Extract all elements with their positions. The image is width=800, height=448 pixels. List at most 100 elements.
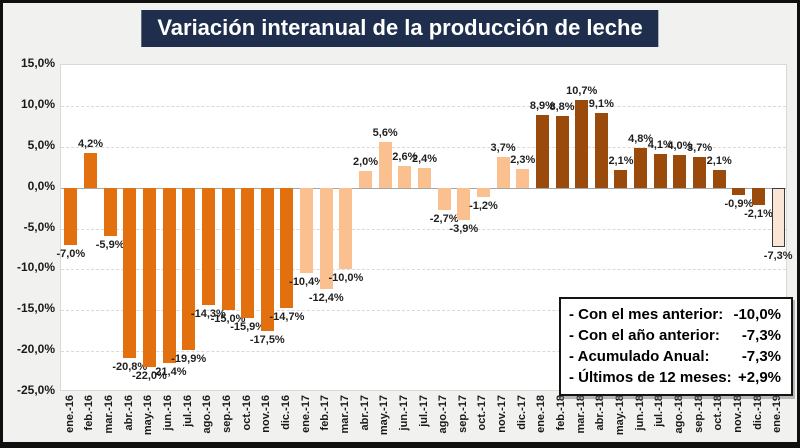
summary-row: - Últimos de 12 meses: +2,9%: [569, 367, 781, 388]
x-axis-label: sep.-16: [221, 395, 233, 433]
x-axis-label: dic.-18: [751, 395, 764, 430]
bar: [64, 187, 78, 245]
data-label: -12,4%: [308, 291, 344, 304]
x-axis-label: jun.-17: [397, 395, 410, 431]
summary-row: - Acumulado Anual: -7,3%: [569, 346, 781, 367]
x-axis-label: jun.-18: [633, 395, 646, 431]
x-axis-label: may.-16: [142, 395, 155, 436]
bar: [594, 113, 608, 188]
bar: [496, 157, 510, 188]
x-axis-label: may.-18: [613, 395, 626, 436]
bar: [300, 187, 314, 273]
x-axis-label: mar.-16: [103, 395, 116, 434]
x-axis-label: feb.-17: [319, 395, 332, 431]
bar: [693, 157, 707, 188]
x-axis-label: may.-17: [378, 395, 391, 436]
summary-value: -10,0%: [733, 306, 781, 323]
x-axis-label: feb.-18: [555, 395, 568, 431]
data-label: 4,2%: [77, 138, 104, 151]
bar: [378, 141, 392, 188]
bar: [142, 187, 156, 368]
gridline: [61, 269, 786, 271]
x-axis-label: abr.-18: [594, 395, 607, 431]
bar: [359, 171, 373, 188]
x-axis-label: mar.-18: [574, 395, 587, 434]
data-label: 5,6%: [372, 126, 398, 139]
x-axis-label: mar.-17: [338, 395, 351, 434]
gridline: [61, 310, 786, 312]
x-axis-label: ene.-19: [771, 395, 784, 433]
zero-gridline: [61, 187, 786, 189]
x-axis-label: jul.-18: [653, 395, 666, 427]
data-label: 10,7%: [566, 85, 598, 98]
y-axis-label: 0,0%: [27, 178, 55, 193]
y-axis-label: 5,0%: [27, 137, 55, 152]
x-axis-label: nov.-16: [260, 395, 273, 433]
bar: [437, 187, 451, 210]
y-axis-label: -20,0%: [16, 342, 55, 357]
bar: [123, 187, 137, 358]
x-axis-label: dic.-17: [515, 395, 528, 430]
data-label: 2,4%: [411, 153, 438, 165]
x-axis-label: jul.-16: [181, 395, 194, 427]
summary-value: +2,9%: [738, 369, 781, 386]
bar: [673, 154, 687, 188]
y-axis-label: -5,0%: [23, 219, 55, 234]
x-axis-label: ago.-16: [201, 395, 214, 434]
x-axis-label: oct.-17: [476, 395, 489, 431]
gridline: [61, 105, 786, 107]
gridline: [61, 146, 786, 148]
data-label: 3,7%: [490, 142, 516, 155]
y-axis-label: 15,0%: [20, 56, 55, 70]
summary-value: -7,3%: [741, 348, 781, 365]
bar: [476, 187, 490, 198]
y-axis-label: -25,0%: [16, 383, 55, 397]
summary-label: - Últimos de 12 meses:: [569, 369, 732, 386]
bar: [319, 187, 333, 289]
chart-title: Variación interanual de la producción de…: [141, 10, 659, 47]
x-axis-label: oct.-18: [712, 395, 725, 431]
x-axis-label: sep.-18: [692, 395, 705, 433]
bar: [83, 153, 97, 188]
bar: [241, 187, 255, 318]
bar: [712, 170, 726, 188]
bar: [418, 168, 431, 188]
bar: [535, 114, 549, 188]
bar: [457, 187, 471, 220]
bar: [221, 187, 235, 311]
y-axis-label: -15,0%: [16, 301, 55, 316]
bar: [575, 100, 589, 188]
y-axis-label: 10,0%: [20, 96, 55, 111]
summary-label: - Con el año anterior:: [569, 327, 720, 344]
bar: [162, 187, 176, 363]
summary-row: - Con el mes anterior: -10,0%: [569, 304, 781, 325]
x-axis-label: oct.-16: [240, 395, 253, 431]
summary-label: - Acumulado Anual:: [569, 348, 710, 365]
data-label: -22,0%: [131, 370, 167, 383]
bar: [339, 187, 353, 270]
x-axis-label: ene.-16: [63, 395, 76, 433]
x-axis-label: ago.-18: [672, 395, 685, 434]
x-axis-label: dic.-16: [279, 395, 292, 430]
summary-value: -7,3%: [741, 327, 781, 344]
bar: [555, 115, 569, 188]
bar: [752, 187, 766, 205]
bar: [634, 148, 648, 188]
data-label: -7,3%: [763, 250, 793, 263]
bar: [260, 187, 274, 331]
x-axis-label: sep.-17: [456, 395, 469, 433]
summary-box: - Con el mes anterior: -10,0% - Con el año…: [559, 297, 793, 396]
summary-row: - Con el año anterior: -7,3%: [569, 325, 781, 346]
data-label: -17,5%: [249, 333, 285, 346]
y-axis-label: -10,0%: [16, 260, 55, 275]
data-label: -7,0%: [56, 247, 86, 260]
gridline: [61, 228, 786, 230]
bar: [103, 187, 117, 236]
x-axis-label: abr.-17: [358, 395, 371, 431]
x-axis-label: abr.-16: [122, 395, 135, 431]
x-axis-label: ene.-18: [535, 395, 548, 433]
x-axis-label: nov.-17: [496, 395, 509, 433]
bar: [182, 187, 196, 351]
bar: [280, 187, 294, 308]
